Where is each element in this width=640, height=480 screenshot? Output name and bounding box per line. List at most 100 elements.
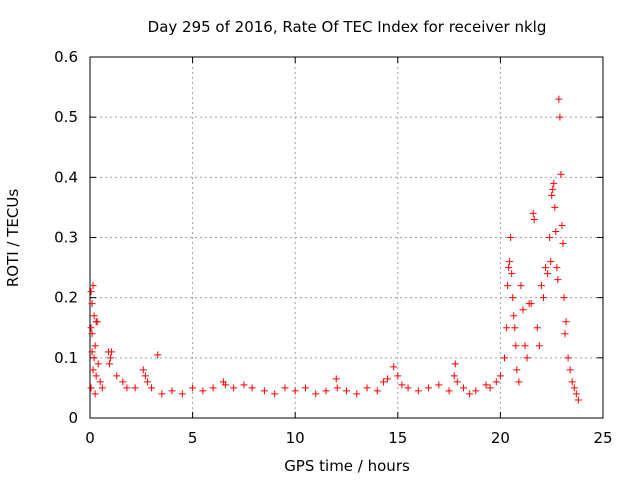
data-point xyxy=(566,366,574,374)
grid-layer xyxy=(90,57,603,418)
data-point xyxy=(506,258,514,266)
data-point xyxy=(504,282,512,290)
data-point xyxy=(221,381,229,389)
x-tick-label: 15 xyxy=(388,429,407,447)
y-tick-label: 0.3 xyxy=(54,229,78,247)
data-point xyxy=(547,258,555,266)
data-point xyxy=(523,354,531,362)
y-tick-label: 0.2 xyxy=(54,289,78,307)
points-layer xyxy=(87,95,582,404)
data-point xyxy=(570,384,578,392)
data-point xyxy=(91,390,99,398)
data-point xyxy=(113,372,121,380)
data-point xyxy=(450,372,458,380)
data-point xyxy=(199,387,207,395)
data-point xyxy=(390,363,398,371)
y-tick-label: 0.6 xyxy=(54,48,78,66)
data-point xyxy=(553,264,561,272)
data-point xyxy=(546,234,554,241)
data-point xyxy=(363,384,371,392)
data-point xyxy=(139,366,147,374)
data-point xyxy=(87,288,95,296)
data-point xyxy=(529,209,537,217)
data-point xyxy=(91,342,99,350)
data-point xyxy=(89,282,97,290)
data-point xyxy=(508,270,516,278)
x-tick-label: 10 xyxy=(286,429,305,447)
data-point xyxy=(515,378,523,386)
data-point xyxy=(521,342,529,350)
data-point xyxy=(271,390,279,398)
data-point xyxy=(332,375,340,383)
data-point xyxy=(560,294,568,302)
data-point xyxy=(281,384,289,392)
data-point xyxy=(322,387,330,395)
data-point xyxy=(119,378,127,386)
data-point xyxy=(379,378,387,386)
data-point xyxy=(141,372,149,380)
data-point xyxy=(539,294,547,302)
data-point xyxy=(527,300,535,308)
data-point xyxy=(90,312,98,320)
data-point xyxy=(384,375,392,383)
data-point xyxy=(466,390,474,398)
data-point xyxy=(482,381,490,389)
y-tick-label: 0.4 xyxy=(54,168,78,186)
data-point xyxy=(90,354,98,362)
x-axis-label: GPS time / hours xyxy=(284,457,410,475)
data-point xyxy=(131,384,139,392)
data-point xyxy=(550,179,558,187)
data-point xyxy=(93,318,101,326)
data-point xyxy=(123,384,131,392)
data-point xyxy=(472,387,480,395)
data-point xyxy=(510,312,518,320)
data-point xyxy=(404,384,412,392)
data-point xyxy=(548,191,556,199)
data-point xyxy=(414,387,422,395)
data-point xyxy=(530,215,538,223)
data-point xyxy=(459,384,467,392)
data-point xyxy=(512,342,520,350)
data-point xyxy=(533,324,541,332)
data-point xyxy=(558,221,566,229)
data-point xyxy=(96,378,104,386)
data-point xyxy=(507,234,515,241)
data-point xyxy=(301,384,309,392)
y-tick-label: 0.1 xyxy=(54,349,78,367)
data-point xyxy=(108,348,116,356)
data-point xyxy=(107,354,115,362)
data-point xyxy=(88,348,96,356)
data-point xyxy=(535,342,543,350)
data-point xyxy=(148,384,156,392)
data-point xyxy=(89,366,97,374)
data-point xyxy=(574,396,582,404)
data-point xyxy=(552,227,560,235)
data-point xyxy=(398,381,406,389)
x-tick-label: 5 xyxy=(188,429,198,447)
data-point xyxy=(373,387,381,395)
y-tick-label: 0 xyxy=(68,409,78,427)
data-point xyxy=(559,240,567,248)
data-point xyxy=(353,390,361,398)
data-point xyxy=(291,387,299,395)
data-point xyxy=(445,387,453,395)
data-point xyxy=(513,366,521,374)
data-point xyxy=(248,384,256,392)
data-point xyxy=(98,384,106,392)
data-point xyxy=(435,381,443,389)
data-point xyxy=(425,384,433,392)
data-point xyxy=(343,387,350,395)
data-point xyxy=(562,318,570,326)
data-point xyxy=(260,387,268,395)
chart-title: Day 295 of 2016, Rate Of TEC Index for r… xyxy=(148,18,547,36)
data-point xyxy=(555,95,563,103)
data-point xyxy=(561,330,569,338)
data-point xyxy=(564,354,572,362)
data-point xyxy=(557,170,565,178)
data-point xyxy=(94,360,102,368)
data-point xyxy=(168,387,176,395)
data-point xyxy=(394,372,402,380)
data-point xyxy=(501,354,509,362)
data-point xyxy=(496,372,504,380)
data-point xyxy=(568,378,576,386)
